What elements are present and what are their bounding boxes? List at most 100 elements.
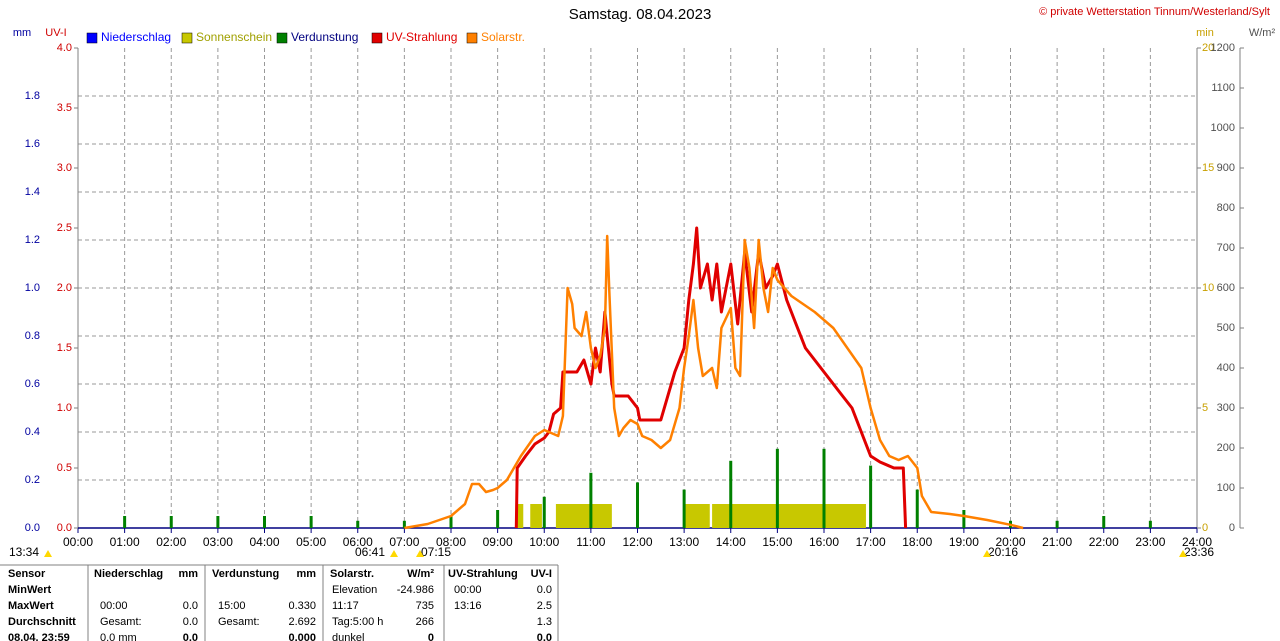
table-cell: 13:16 bbox=[454, 600, 482, 612]
spike bbox=[169, 516, 173, 528]
x-tick-label: 08:00 bbox=[436, 535, 466, 549]
y-tick-label: 2.5 bbox=[57, 222, 72, 234]
x-tick-label: 17:00 bbox=[856, 535, 886, 549]
x-tick-label: 24:00 bbox=[1182, 535, 1212, 549]
y-tick-label: 0.8 bbox=[25, 330, 40, 342]
time-annotation: 23:36 bbox=[1184, 545, 1214, 559]
y-tick-label: 300 bbox=[1217, 402, 1235, 414]
table-cell: 2.692 bbox=[288, 616, 316, 628]
table-cell: 0.000 bbox=[288, 632, 316, 641]
table-cell: Durchschnitt bbox=[8, 616, 76, 628]
table-cell: 0.330 bbox=[288, 600, 316, 612]
y-tick-label: 3.5 bbox=[57, 102, 72, 114]
sun-marker bbox=[1179, 550, 1187, 557]
spike bbox=[496, 510, 500, 528]
table-cell: 735 bbox=[416, 600, 434, 612]
table-cell: Sensor bbox=[8, 568, 46, 580]
y-tick-label: 800 bbox=[1217, 202, 1235, 214]
sun-marker bbox=[983, 550, 991, 557]
table-cell: -24.986 bbox=[397, 584, 434, 596]
y-tick-label: 900 bbox=[1217, 162, 1235, 174]
x-tick-label: 10:00 bbox=[529, 535, 559, 549]
spike bbox=[775, 448, 779, 528]
table-cell: Gesamt: bbox=[100, 616, 142, 628]
table-cell: Tag:5:00 h bbox=[332, 616, 383, 628]
table-cell: MinWert bbox=[8, 584, 52, 596]
table-cell: 0.0 bbox=[183, 616, 198, 628]
spike bbox=[1102, 516, 1106, 528]
axis-title: mm bbox=[13, 27, 31, 39]
table-cell: 0.0 bbox=[537, 632, 552, 641]
y-tick-label: 1.5 bbox=[57, 342, 72, 354]
y-tick-label: 0 bbox=[1229, 522, 1235, 534]
table-cell: 00:00 bbox=[100, 600, 128, 612]
sunshine-bar bbox=[712, 504, 866, 528]
table-cell: Solarstr. bbox=[330, 568, 374, 580]
legend-swatch bbox=[466, 32, 478, 44]
credit: © private Wetterstation Tinnum/Westerlan… bbox=[1039, 6, 1270, 18]
table-cell: 2.5 bbox=[537, 600, 552, 612]
x-tick-label: 07:00 bbox=[389, 535, 419, 549]
sun-marker bbox=[44, 550, 52, 557]
spike bbox=[962, 510, 966, 528]
y-tick-label: 2.0 bbox=[57, 282, 72, 294]
axis-title: W/m² bbox=[1249, 27, 1276, 39]
legend-swatch bbox=[86, 32, 98, 44]
table-cell: Elevation bbox=[332, 584, 377, 596]
y-tick-label: 1.0 bbox=[57, 402, 72, 414]
legend-swatch bbox=[276, 32, 288, 44]
sun-marker bbox=[416, 550, 424, 557]
legend-swatch bbox=[371, 32, 383, 44]
chart-title: Samstag. 08.04.2023 bbox=[569, 6, 712, 23]
spike bbox=[682, 489, 686, 528]
y-tick-label: 20 bbox=[1202, 42, 1214, 54]
y-tick-label: 0.4 bbox=[25, 426, 40, 438]
x-tick-label: 01:00 bbox=[110, 535, 140, 549]
time-annotation: 13:34 bbox=[9, 545, 39, 559]
y-tick-label: 500 bbox=[1217, 322, 1235, 334]
x-tick-label: 00:00 bbox=[63, 535, 93, 549]
spike bbox=[356, 520, 360, 528]
y-tick-label: 200 bbox=[1217, 442, 1235, 454]
x-tick-label: 11:00 bbox=[576, 535, 605, 549]
y-tick-label: 0.5 bbox=[57, 462, 72, 474]
table-cell: 0 bbox=[428, 632, 434, 641]
spike bbox=[822, 448, 826, 528]
sunshine-bar bbox=[684, 504, 710, 528]
legend-label: Niederschlag bbox=[101, 30, 171, 44]
spike bbox=[589, 472, 593, 528]
spike bbox=[309, 516, 313, 528]
sunshine-bar bbox=[530, 504, 542, 528]
x-tick-label: 09:00 bbox=[483, 535, 513, 549]
table-cell: 11:17 bbox=[332, 600, 359, 612]
spike bbox=[915, 489, 919, 528]
table-cell: UV-I bbox=[531, 568, 552, 580]
spike bbox=[216, 516, 220, 528]
table-cell: 0.0 bbox=[183, 632, 198, 641]
table-cell: 0.0 bbox=[537, 584, 552, 596]
y-tick-label: 5 bbox=[1202, 402, 1208, 414]
spike bbox=[1055, 520, 1059, 528]
spike bbox=[869, 465, 873, 528]
line bbox=[514, 226, 908, 529]
x-tick-label: 21:00 bbox=[1042, 535, 1072, 549]
time-annotation: 06:41 bbox=[355, 545, 385, 559]
legend-label: Sonnenschein bbox=[196, 30, 272, 44]
table-cell: 266 bbox=[416, 616, 434, 628]
y-tick-label: 1.4 bbox=[25, 186, 40, 198]
x-tick-label: 05:00 bbox=[296, 535, 326, 549]
x-tick-label: 15:00 bbox=[762, 535, 792, 549]
table-cell: 1.3 bbox=[537, 616, 552, 628]
table-cell: 0.0 mm bbox=[100, 632, 137, 641]
y-tick-label: 700 bbox=[1217, 242, 1235, 254]
table-cell: 15:00 bbox=[218, 600, 246, 612]
sun-marker bbox=[390, 550, 398, 557]
x-tick-label: 19:00 bbox=[949, 535, 979, 549]
table-cell: Gesamt: bbox=[218, 616, 260, 628]
y-tick-label: 1.6 bbox=[25, 138, 40, 150]
x-tick-label: 02:00 bbox=[156, 535, 186, 549]
y-tick-label: 4.0 bbox=[57, 42, 72, 54]
spike bbox=[402, 520, 406, 528]
spike bbox=[542, 496, 546, 528]
y-tick-label: 0 bbox=[1202, 522, 1208, 534]
